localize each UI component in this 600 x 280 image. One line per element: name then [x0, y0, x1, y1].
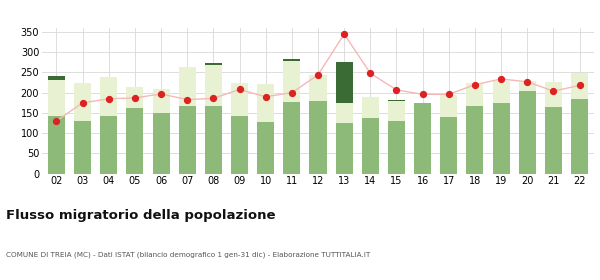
Bar: [152, 90, 170, 113]
Bar: [414, 103, 431, 174]
Bar: [388, 122, 405, 174]
Bar: [493, 81, 509, 103]
Bar: [571, 73, 588, 99]
Bar: [283, 59, 301, 61]
Point: [392, 88, 401, 92]
Bar: [545, 82, 562, 107]
Bar: [283, 102, 301, 174]
Point: [52, 119, 61, 123]
Point: [340, 32, 349, 36]
Bar: [388, 101, 405, 122]
Bar: [571, 99, 588, 174]
Bar: [48, 80, 65, 116]
Point: [130, 96, 140, 100]
Point: [209, 96, 218, 101]
Point: [444, 92, 454, 97]
Bar: [493, 103, 509, 174]
Point: [156, 92, 166, 96]
Point: [523, 80, 532, 84]
Point: [496, 77, 506, 81]
Bar: [205, 65, 222, 106]
Bar: [335, 103, 353, 123]
Bar: [519, 91, 536, 174]
Point: [78, 101, 88, 105]
Bar: [231, 116, 248, 174]
Bar: [231, 83, 248, 116]
Point: [470, 82, 480, 87]
Bar: [310, 75, 326, 101]
Bar: [127, 87, 143, 108]
Text: COMUNE DI TREIA (MC) - Dati ISTAT (bilancio demografico 1 gen-31 dic) - Elaboraz: COMUNE DI TREIA (MC) - Dati ISTAT (bilan…: [6, 252, 370, 258]
Text: Flusso migratorio della popolazione: Flusso migratorio della popolazione: [6, 209, 275, 221]
Bar: [440, 95, 457, 116]
Point: [313, 73, 323, 77]
Bar: [545, 107, 562, 174]
Bar: [205, 106, 222, 174]
Bar: [152, 113, 170, 174]
Point: [235, 87, 244, 92]
Point: [182, 97, 192, 102]
Bar: [310, 101, 326, 174]
Bar: [257, 84, 274, 122]
Bar: [48, 76, 65, 80]
Bar: [388, 100, 405, 101]
Bar: [74, 121, 91, 174]
Bar: [179, 67, 196, 106]
Bar: [74, 83, 91, 121]
Bar: [335, 62, 353, 103]
Point: [548, 89, 558, 93]
Bar: [362, 97, 379, 118]
Point: [261, 95, 271, 99]
Bar: [466, 83, 484, 106]
Bar: [283, 61, 301, 102]
Bar: [205, 63, 222, 65]
Bar: [519, 81, 536, 91]
Point: [575, 83, 584, 88]
Bar: [179, 106, 196, 174]
Bar: [466, 106, 484, 174]
Bar: [362, 118, 379, 174]
Point: [418, 92, 427, 97]
Bar: [257, 122, 274, 174]
Bar: [440, 116, 457, 174]
Bar: [100, 76, 117, 116]
Point: [104, 97, 113, 101]
Bar: [100, 116, 117, 174]
Bar: [335, 123, 353, 174]
Bar: [48, 116, 65, 174]
Point: [287, 90, 296, 95]
Bar: [127, 108, 143, 174]
Point: [365, 71, 375, 76]
